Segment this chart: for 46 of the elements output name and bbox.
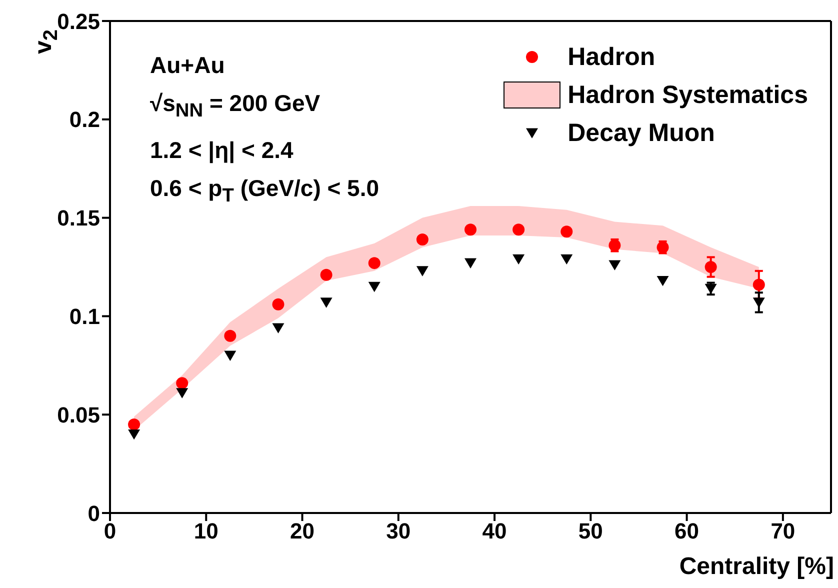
- point: [608, 260, 621, 270]
- point: [560, 254, 573, 265]
- annotation: √s$_{NN}$ = 200 GeV: [150, 90, 320, 122]
- annotation: Hadron Systematics: [568, 80, 808, 111]
- x-tick-label: 60: [674, 518, 700, 544]
- point: [368, 257, 380, 270]
- y-tick-label: 0.15: [57, 206, 100, 231]
- point: [128, 418, 140, 430]
- y-tick-label: 0.1: [69, 304, 100, 330]
- point: [464, 224, 476, 236]
- x-tick-label: 10: [194, 518, 218, 544]
- point: [464, 258, 476, 268]
- x-axis-title: Centrality [%]: [679, 553, 834, 580]
- point: [176, 388, 188, 398]
- point: [656, 276, 669, 286]
- y-tick-label: 0: [88, 500, 100, 526]
- y-tick-label: 0.2: [69, 107, 100, 132]
- point: [224, 330, 236, 342]
- x-tick-label: 70: [770, 518, 796, 544]
- point: [368, 282, 380, 292]
- annotation: 1.2 < |η| < 2.4: [150, 136, 294, 163]
- point: [128, 429, 140, 440]
- x-tick-label: 50: [578, 518, 603, 544]
- point: [752, 278, 765, 291]
- annotation: Au+Au: [150, 52, 225, 78]
- legend-label: Decay Muon: [568, 118, 715, 149]
- y-tick-label: 0.05: [57, 402, 100, 428]
- point: [512, 224, 525, 236]
- point: [272, 323, 284, 334]
- point: [224, 350, 236, 361]
- point: [272, 298, 284, 310]
- point: [416, 266, 428, 276]
- point: [320, 298, 332, 308]
- legend-label: Hadron: [568, 42, 656, 73]
- x-tick-label: 20: [290, 518, 315, 544]
- point: [704, 261, 717, 273]
- point: [560, 226, 573, 238]
- point: [176, 377, 188, 390]
- annotation: 0.6 < p$_{T}$ (GeV/c) < 5.0: [150, 174, 380, 206]
- x-tick-label: 0: [104, 518, 116, 544]
- y-tick-label: 0.25: [57, 8, 100, 34]
- point: [320, 268, 332, 281]
- x-tick-label: 30: [386, 518, 411, 544]
- point: [512, 254, 525, 265]
- point: [416, 233, 428, 246]
- x-tick-label: 40: [482, 518, 507, 544]
